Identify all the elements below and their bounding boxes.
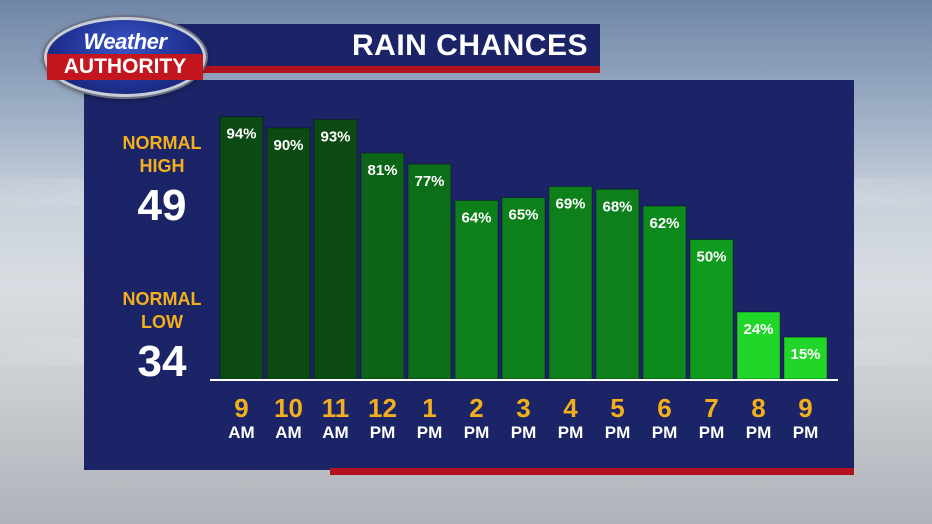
tick-label-period-1: AM — [228, 423, 254, 442]
bar-10 — [642, 205, 687, 380]
logo-line-2: AUTHORITY — [47, 54, 203, 80]
tick-label-hour-13: 9 — [798, 393, 812, 423]
tick-label-hour-10: 6 — [657, 393, 671, 423]
tick-label-period-7: PM — [511, 423, 537, 442]
bar-8 — [548, 185, 593, 380]
tick-label-period-9: PM — [605, 423, 631, 442]
data-label-9: 68% — [602, 198, 632, 215]
tick-label-period-5: PM — [417, 423, 443, 442]
bar-1 — [219, 116, 264, 380]
header-bar — [160, 24, 600, 70]
data-label-5: 77% — [414, 173, 444, 190]
bar-5 — [407, 163, 452, 380]
data-label-11: 50% — [696, 249, 726, 266]
data-label-3: 93% — [320, 129, 350, 146]
normal-high-label-1: NORMAL — [122, 133, 202, 153]
tick-label-hour-7: 3 — [516, 393, 530, 423]
data-label-13: 15% — [790, 346, 820, 363]
tick-label-hour-8: 4 — [563, 393, 578, 423]
tick-label-period-6: PM — [464, 423, 490, 442]
tick-label-period-10: PM — [652, 423, 678, 442]
data-label-12: 24% — [743, 321, 773, 338]
normal-high-label-2: HIGH — [139, 156, 185, 176]
bar-3 — [313, 119, 358, 380]
tick-label-hour-1: 9 — [234, 393, 248, 423]
data-label-8: 69% — [555, 195, 585, 212]
tick-label-hour-2: 10 — [274, 393, 303, 423]
tick-label-hour-12: 8 — [751, 393, 765, 423]
tick-label-period-3: AM — [322, 423, 348, 442]
page-title: RAIN CHANCES — [351, 29, 588, 62]
normal-low-label-2: LOW — [141, 312, 183, 332]
bar-4 — [360, 152, 405, 380]
tick-label-hour-5: 1 — [422, 393, 436, 423]
bottom-accent-line — [330, 468, 854, 475]
tick-label-hour-3: 11 — [322, 393, 350, 423]
tick-label-period-11: PM — [699, 423, 725, 442]
tick-label-period-2: AM — [275, 423, 301, 442]
bar-6 — [454, 199, 499, 380]
tick-label-period-12: PM — [746, 423, 772, 442]
data-label-7: 65% — [508, 207, 538, 224]
data-label-4: 81% — [367, 162, 397, 179]
tick-label-hour-11: 7 — [704, 393, 718, 423]
header-accent-line — [160, 66, 600, 73]
data-label-6: 64% — [461, 209, 491, 226]
tick-label-period-8: PM — [558, 423, 584, 442]
tick-label-period-13: PM — [793, 423, 819, 442]
tick-label-period-4: PM — [370, 423, 396, 442]
bar-11 — [689, 239, 734, 380]
data-label-10: 62% — [649, 215, 679, 232]
tick-label-hour-4: 12 — [368, 393, 397, 423]
normal-high-value: 49 — [137, 181, 187, 230]
bar-2 — [266, 127, 311, 380]
normal-low-value: 34 — [137, 337, 187, 386]
weather-authority-logo: Weather AUTHORITY — [44, 17, 206, 97]
data-label-1: 94% — [226, 126, 256, 143]
normal-low-label-1: NORMAL — [122, 289, 202, 309]
data-label-2: 90% — [273, 137, 303, 154]
bar-12 — [736, 311, 781, 380]
bar-9 — [595, 188, 640, 380]
tick-label-hour-6: 2 — [469, 393, 483, 423]
tick-label-hour-9: 5 — [610, 393, 624, 423]
logo-line-1: Weather — [83, 29, 167, 54]
bar-7 — [501, 197, 546, 380]
